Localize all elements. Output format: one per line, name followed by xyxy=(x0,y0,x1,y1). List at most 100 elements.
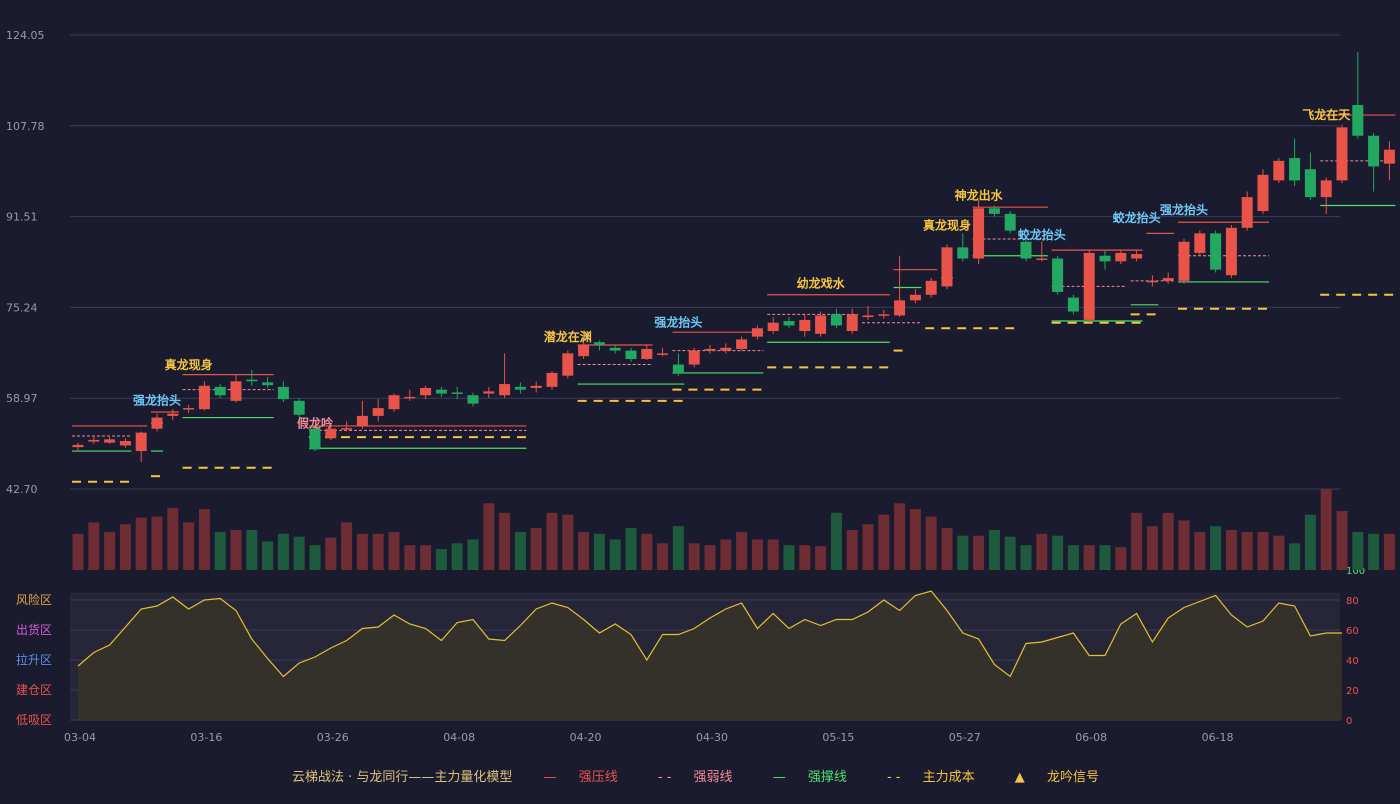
volume-bar xyxy=(1210,526,1222,570)
volume-bar xyxy=(135,517,147,570)
volume-bar xyxy=(941,528,953,570)
candle-body xyxy=(925,280,937,295)
volume-bar xyxy=(483,503,495,570)
signal-label: 蛟龙抬头 xyxy=(1018,227,1066,242)
signal-label: 潜龙在渊 xyxy=(544,329,592,344)
candle-body xyxy=(1304,169,1316,198)
x-tick-label: 04-30 xyxy=(696,731,728,744)
volume-bar xyxy=(672,526,684,570)
candle-body xyxy=(262,382,274,386)
zone-label: 出货区 xyxy=(16,622,52,637)
volume-bar xyxy=(1004,536,1016,570)
volume-bar xyxy=(1336,510,1348,570)
legend-support-marker: — xyxy=(772,770,790,785)
candle-body xyxy=(862,315,874,318)
candle-body xyxy=(1273,160,1285,181)
candle-body xyxy=(546,372,558,387)
indicator-tick-label: 0 xyxy=(1346,716,1352,727)
candle-body xyxy=(1336,127,1348,181)
candle-body xyxy=(420,387,432,396)
candle-body xyxy=(688,350,700,365)
volume-bar xyxy=(293,536,305,570)
volume-bar xyxy=(435,549,447,570)
legend-support[interactable]: — 强撑线 xyxy=(764,770,856,785)
candle-body xyxy=(894,300,906,316)
candle-body xyxy=(909,294,921,301)
candle-body xyxy=(799,319,811,332)
volume-bar xyxy=(878,514,890,570)
volume-bar xyxy=(1368,533,1380,570)
legend-cost[interactable]: - - 主力成本 xyxy=(878,770,984,785)
candle-body xyxy=(72,444,84,448)
candle-body xyxy=(309,428,321,450)
legend-strong-weak[interactable]: - - 强弱线 xyxy=(649,770,742,785)
volume-bar xyxy=(119,524,131,570)
legend-cost-label: 主力成本 xyxy=(922,770,975,785)
price-tick-label: 42.70 xyxy=(6,483,38,496)
signal-label: 强龙抬头 xyxy=(1160,202,1208,217)
candle-body xyxy=(356,415,368,426)
volume-bar xyxy=(1320,489,1332,570)
volume-bar xyxy=(1162,512,1174,570)
candle-body xyxy=(1210,233,1222,270)
candle-body xyxy=(1004,213,1016,231)
candle-body xyxy=(467,395,479,404)
candle-body xyxy=(388,395,400,410)
signal-label: 幼龙戏水 xyxy=(797,276,846,291)
volume-bar xyxy=(1352,531,1364,570)
volume-bar xyxy=(1036,533,1048,570)
volume-bar xyxy=(720,539,732,570)
candle-body xyxy=(783,321,795,326)
legend-press-label: 强压线 xyxy=(578,770,618,785)
x-tick-label: 05-27 xyxy=(949,731,981,744)
candle-body xyxy=(957,247,969,259)
candle-body xyxy=(1162,278,1174,281)
candle-body xyxy=(562,353,574,376)
signal-label: 飞龙在天 xyxy=(1302,107,1351,122)
candle-body xyxy=(230,381,242,401)
volume-bar xyxy=(183,522,195,570)
candle-body xyxy=(451,392,463,394)
candle-body xyxy=(593,342,605,346)
triangle-icon: ▲ xyxy=(1014,770,1029,785)
candle-body xyxy=(167,413,179,416)
price-tick-label: 58.97 xyxy=(6,392,38,405)
volume-bar xyxy=(1052,535,1064,570)
candle-body xyxy=(1257,174,1269,212)
volume-bar xyxy=(846,529,858,570)
volume-bar xyxy=(530,528,542,570)
volume-bar xyxy=(404,545,416,570)
volume-bar xyxy=(1304,514,1316,570)
candle-body xyxy=(119,441,131,446)
price-tick-label: 75.24 xyxy=(6,301,38,314)
candle-body xyxy=(751,328,763,337)
candle-body xyxy=(104,439,116,443)
candle-body xyxy=(878,314,890,316)
legend-signal[interactable]: ▲ 龙吟信号 xyxy=(1006,770,1108,785)
candle-body xyxy=(1368,135,1380,167)
volume-bar xyxy=(1146,526,1158,570)
volume-bar xyxy=(657,543,669,570)
volume-bar xyxy=(356,533,368,570)
candle-body xyxy=(1020,241,1032,259)
legend-cost-marker: - - xyxy=(886,770,905,785)
volume-bar xyxy=(198,509,210,570)
volume-bar xyxy=(909,509,921,570)
volume-bar xyxy=(420,545,432,570)
volume-bar xyxy=(1083,545,1095,570)
volume-bar xyxy=(625,528,637,570)
candle-body xyxy=(704,348,716,351)
legend-strong-press[interactable]: — 强压线 xyxy=(535,770,627,785)
volume-bar xyxy=(1273,535,1285,570)
volume-bar xyxy=(894,503,906,570)
candle-body xyxy=(830,314,842,326)
indicator-tick-label: 40 xyxy=(1346,656,1359,667)
candle-body xyxy=(325,428,337,439)
volume-bar xyxy=(593,533,605,570)
candle-body xyxy=(1146,280,1158,283)
candle-body xyxy=(625,350,637,359)
volume-bar xyxy=(704,545,716,570)
volume-bar xyxy=(1067,545,1079,570)
candle-body xyxy=(135,432,147,452)
